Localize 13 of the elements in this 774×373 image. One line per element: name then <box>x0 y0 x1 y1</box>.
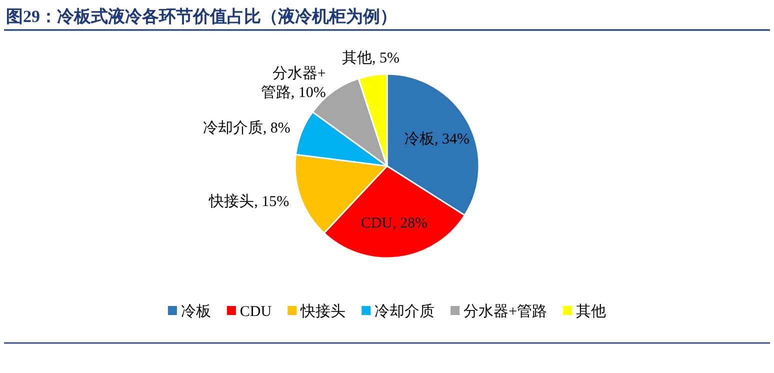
data-label: 分水器+管路, 10% <box>260 64 326 101</box>
legend-label: 冷板 <box>180 303 211 320</box>
legend-label: 冷却介质 <box>374 303 435 320</box>
legend-label: 分水器+管路 <box>464 303 548 320</box>
data-label: CDU, 28% <box>360 216 428 232</box>
legend-label: 快接头 <box>300 303 346 320</box>
legend-label: 其他 <box>576 303 606 320</box>
data-label: 冷板, 34% <box>404 130 470 148</box>
legend-label: CDU <box>240 304 272 320</box>
data-label: 其他, 5% <box>342 49 400 66</box>
data-label: 快接头, 15% <box>208 193 290 210</box>
chart-title: 图29：冷板式液冷各环节价值占比（液冷机柜为例） <box>6 7 397 26</box>
data-label: 冷却介质, 8% <box>202 120 290 137</box>
